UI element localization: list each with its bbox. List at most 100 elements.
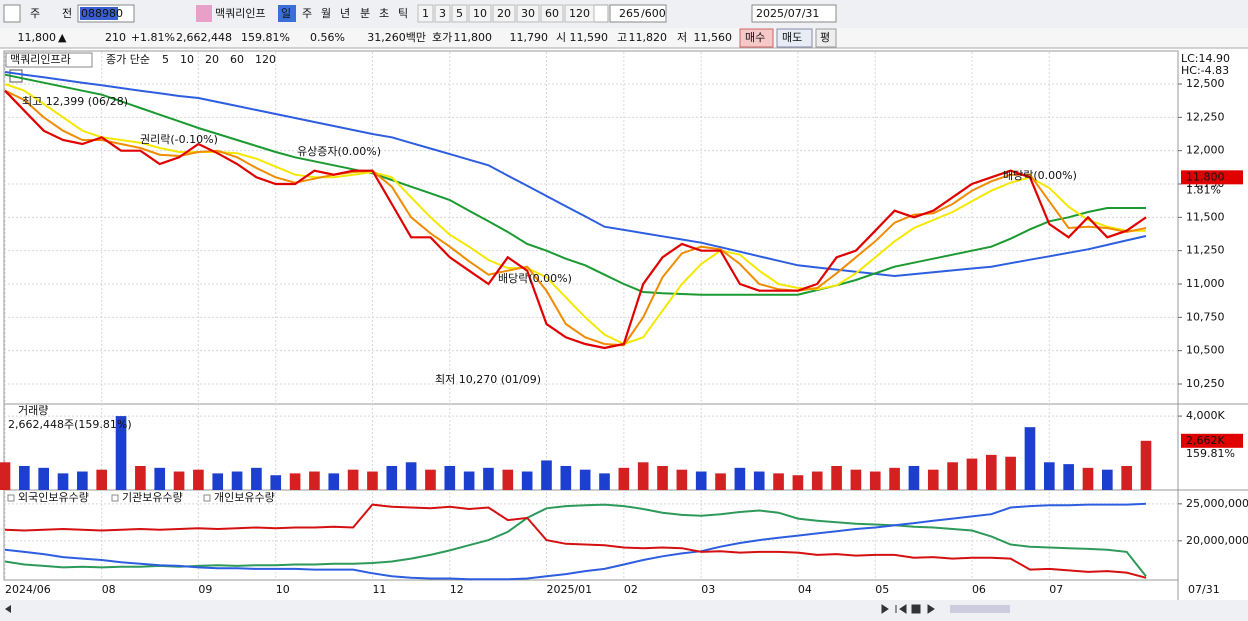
quote-low: 11,560 — [694, 31, 733, 44]
count: 265 — [619, 7, 640, 20]
x-end-label: 07/31 — [1188, 583, 1220, 596]
date: 2025/07/31 — [756, 7, 819, 20]
volume-bar — [0, 462, 11, 490]
annotation: 최고 12,399 (06/28) — [22, 95, 128, 108]
volume-tag — [1181, 433, 1243, 448]
volume-bar — [115, 416, 127, 490]
x-tick-label: 11 — [372, 583, 386, 596]
legend-entry: 5 — [162, 53, 169, 66]
stock-label: 맥쿼리인프라 — [10, 53, 71, 66]
series-line — [4, 89, 1147, 350]
volume-bar — [502, 469, 514, 490]
interval-label: 1 — [422, 7, 429, 20]
interval-button[interactable] — [564, 4, 595, 23]
hc-label: HC:-4.83 — [1181, 64, 1229, 77]
icon-button[interactable] — [3, 4, 21, 23]
volume-bar — [1102, 469, 1113, 490]
x-tick-label: 04 — [798, 583, 812, 596]
y-tick-label: 20,000,000 — [1186, 534, 1248, 547]
scroll-thumb[interactable] — [950, 605, 1010, 613]
volume-bar — [560, 465, 572, 490]
quote-volume: 2,662,448 — [176, 31, 232, 44]
y-tick-label: 12,000 — [1186, 144, 1225, 157]
quote-volume-ratio: 159.81% — [241, 31, 290, 44]
scroll-left[interactable] — [5, 605, 11, 613]
interval-button[interactable] — [434, 4, 451, 23]
period-button[interactable]: 월 — [321, 7, 331, 20]
stock-code: 088980 — [81, 7, 123, 20]
volume-bar — [96, 469, 108, 490]
period-selected[interactable] — [278, 5, 296, 22]
volume-bar — [270, 475, 282, 490]
date-input[interactable] — [751, 4, 837, 23]
interval-button[interactable] — [417, 4, 434, 23]
volume-bar — [1082, 467, 1094, 490]
legend-entry: 10 — [180, 53, 194, 66]
legend-entry: 120 — [255, 53, 276, 66]
y-tick-label: 10,250 — [1186, 377, 1225, 390]
x-tick-label: 07 — [1049, 583, 1063, 596]
legend-entry: 20 — [205, 53, 219, 66]
annotation: 배당락(0.00%) — [1003, 169, 1077, 182]
volume-bar — [966, 458, 978, 490]
series-line — [4, 503, 1147, 577]
sell-button[interactable] — [776, 28, 813, 48]
scrollbar[interactable] — [0, 600, 1248, 621]
interval-button[interactable] — [451, 4, 468, 23]
period-button[interactable]: 틱 — [398, 7, 408, 20]
interval-label: 60 — [545, 7, 559, 20]
x-tick-label: 02 — [624, 583, 638, 596]
series-line — [4, 71, 1147, 278]
x-tick-label: 06 — [972, 583, 986, 596]
period-button[interactable]: 일 — [281, 6, 291, 20]
y-tick-label: 11,250 — [1186, 244, 1225, 257]
quote-bar — [0, 28, 1248, 48]
icon-button[interactable] — [196, 5, 212, 22]
quote-ask: 11,800 — [454, 31, 493, 44]
volume-bar — [231, 471, 243, 490]
x-tick-label: 2025/01 — [546, 583, 592, 596]
x-tick-label: 05 — [875, 583, 889, 596]
annotation: 유상증자(0.00%) — [297, 145, 381, 158]
x-tick-label: 08 — [102, 583, 116, 596]
quote-amount: 31,260백만 — [367, 31, 426, 44]
interval-button[interactable] — [516, 4, 540, 23]
toolbar-text: 맥쿼리인프 — [215, 7, 266, 20]
period-button[interactable]: 주 — [302, 7, 312, 20]
volume-bar — [1024, 427, 1036, 490]
buy-button[interactable] — [739, 28, 774, 48]
volume-bar — [927, 469, 939, 490]
quote-change: 210 — [105, 31, 126, 44]
y-tick-label: 4,000K — [1186, 409, 1225, 422]
interval-label: 3 — [439, 7, 446, 20]
period-button[interactable]: 초 — [379, 7, 389, 20]
price-tag — [1181, 170, 1243, 185]
quote-turnover: 0.56% — [310, 31, 345, 44]
volume-bar — [1121, 465, 1132, 490]
interval-button[interactable] — [468, 4, 492, 23]
avg-button[interactable] — [815, 28, 837, 48]
volume-bar — [1140, 440, 1152, 490]
volume-bar — [695, 471, 707, 490]
volume-info: 2,662,448주(159.81%) — [8, 418, 132, 431]
volume-bar — [792, 475, 804, 490]
interval-label: 10 — [473, 7, 487, 20]
interval-button[interactable] — [492, 4, 516, 23]
volume-bar — [521, 471, 533, 490]
period-button[interactable]: 년 — [340, 7, 350, 20]
volume-bar — [734, 467, 746, 490]
quote-change-pct: +1.81% — [131, 31, 175, 44]
scroll-controls[interactable] — [881, 604, 935, 614]
legend-title: 종가 단순 — [106, 53, 150, 66]
annotation: 권리락(-0.10%) — [140, 133, 218, 146]
interval-label: 120 — [569, 7, 590, 20]
y-tick-label: 12,250 — [1186, 110, 1225, 123]
volume-bar — [328, 473, 340, 490]
interval-label: 20 — [497, 7, 511, 20]
legend-entry: 60 — [230, 53, 244, 66]
period-button[interactable]: 분 — [360, 7, 370, 20]
legend-box — [7, 494, 15, 502]
quote-avg: 평 — [820, 31, 830, 44]
interval-button[interactable] — [540, 4, 564, 23]
volume-ratio: 159.81% — [1186, 447, 1235, 460]
